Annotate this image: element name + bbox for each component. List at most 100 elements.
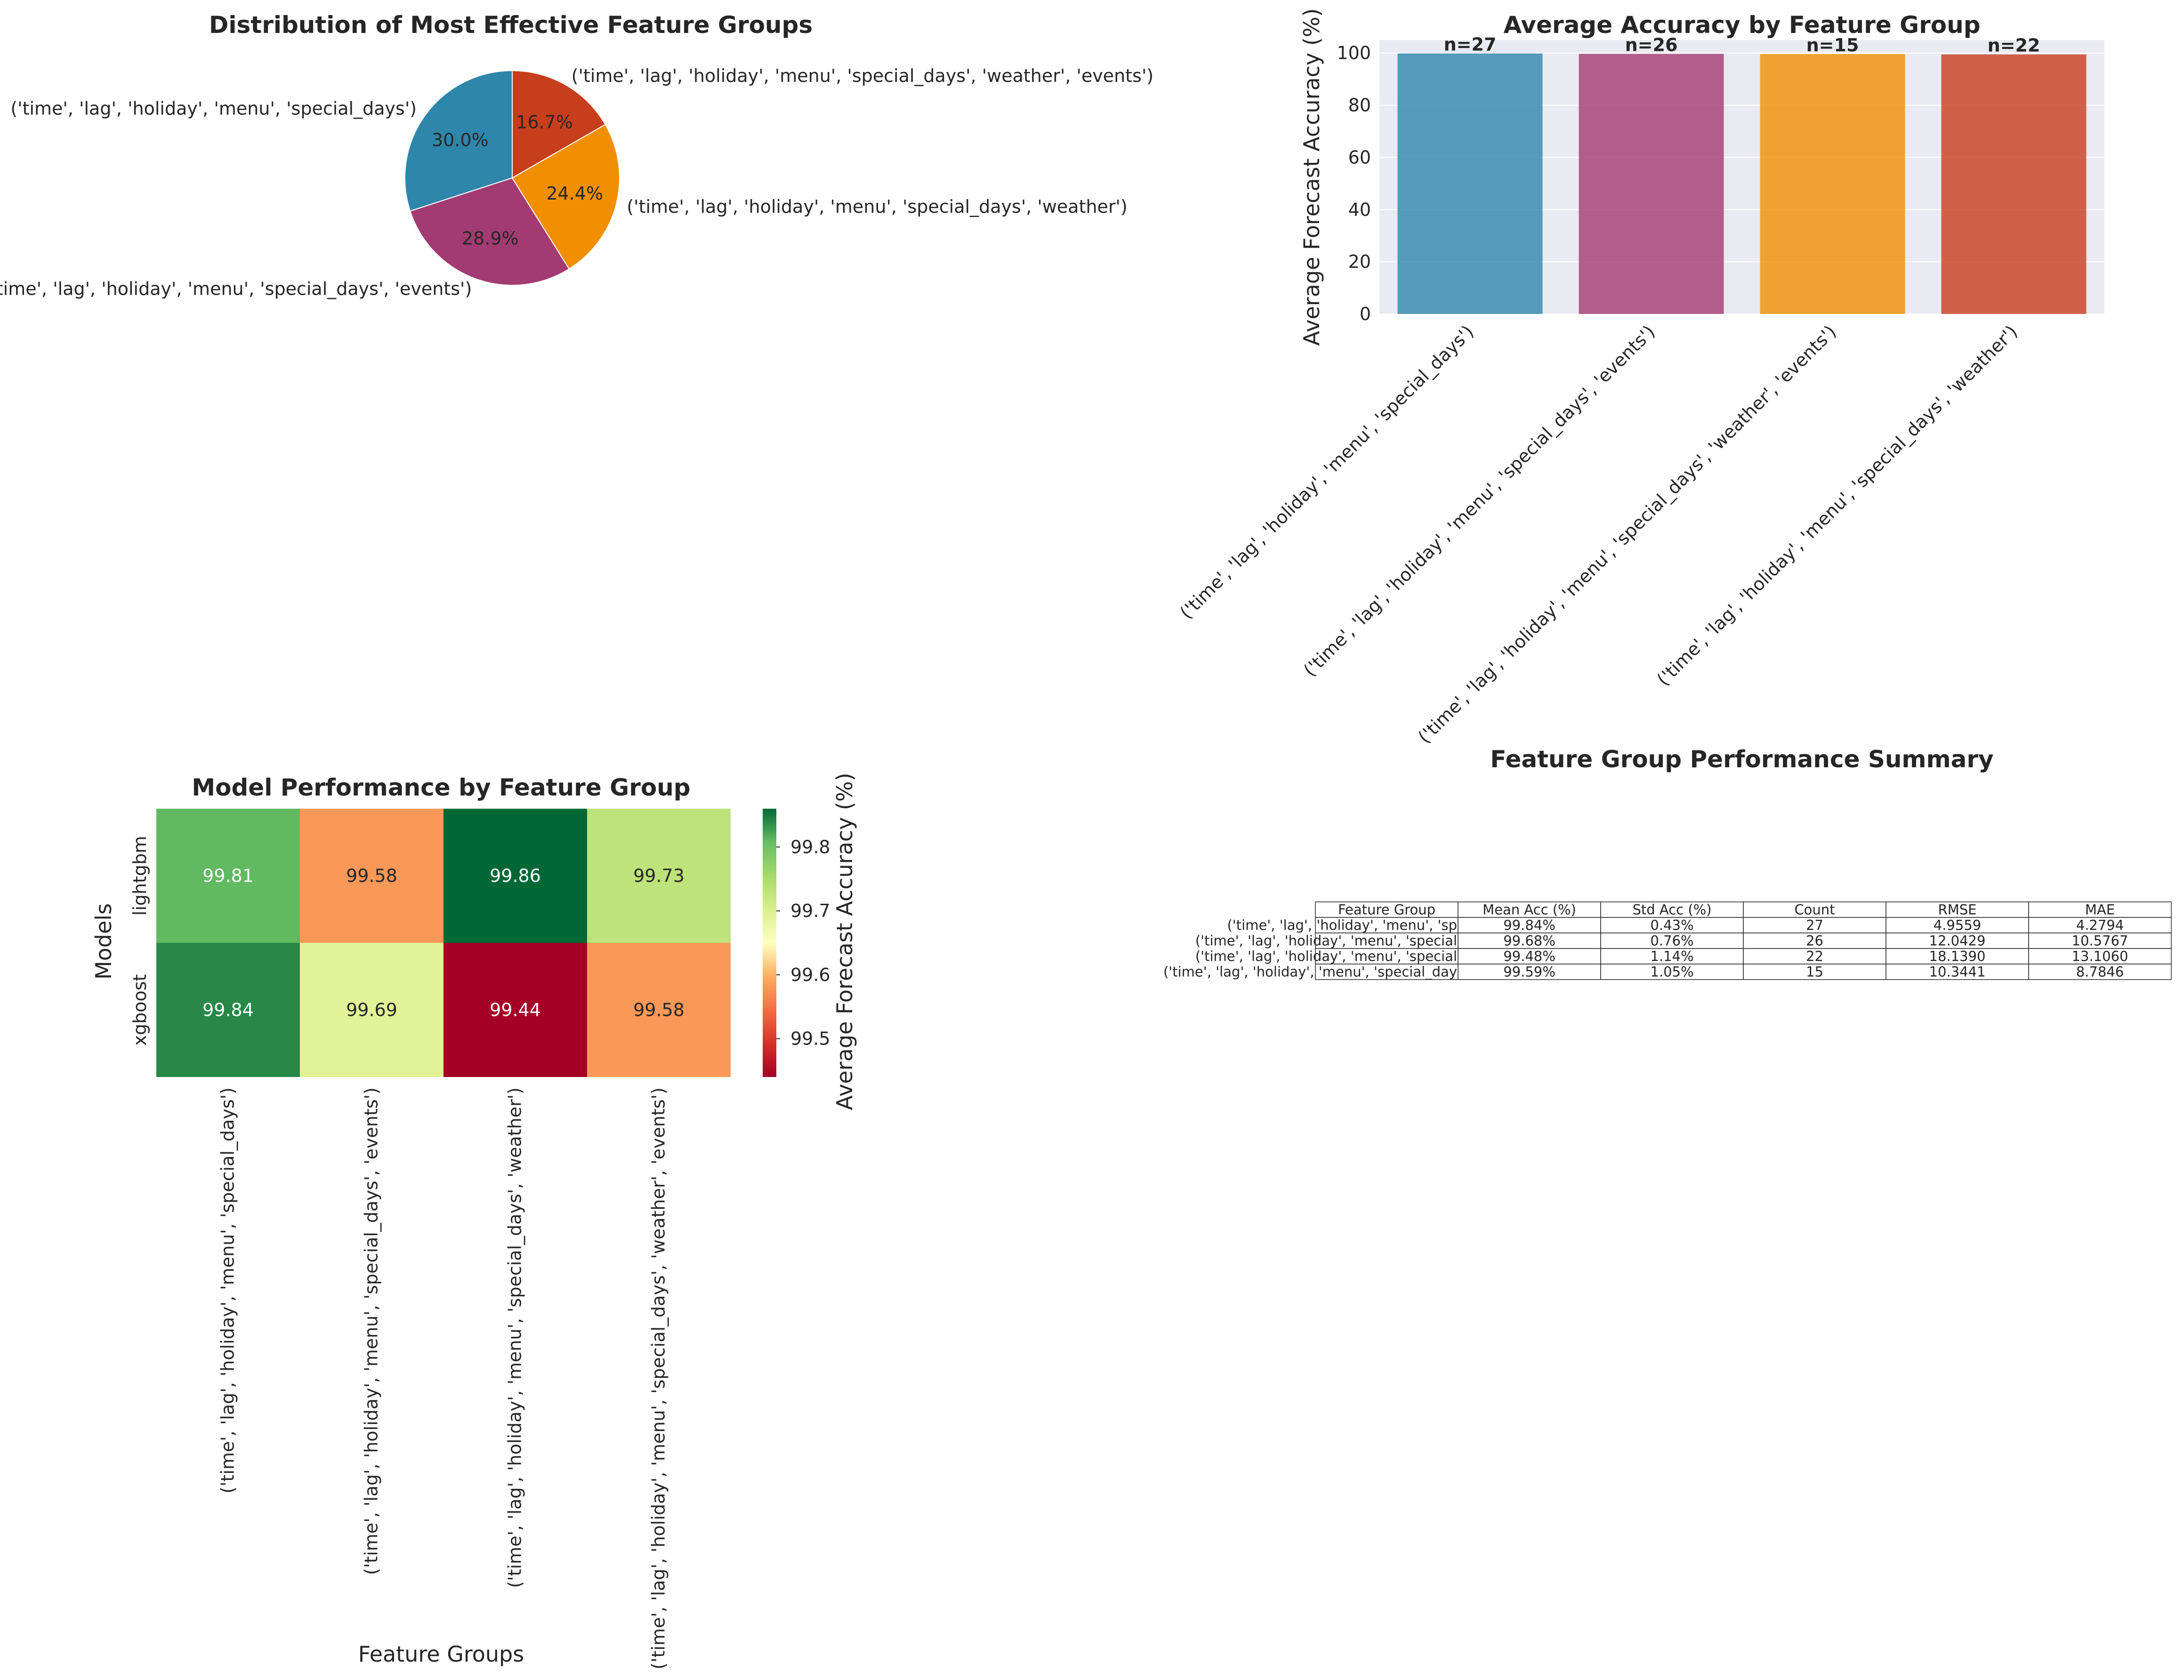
table-cell (2028, 901, 2172, 918)
bar-chart-panel: Average Accuracy by Feature Group 0 20 40 6… (1176, 8, 2104, 748)
table-cell (2028, 948, 2172, 965)
table-value: 13.1060 (2072, 949, 2128, 965)
bar-ytick-label: 20 (1348, 251, 1371, 272)
heatmap-col-label: ('time', 'lag', 'holiday', 'menu', 'spec… (361, 1087, 382, 1575)
heatmap-cell (587, 809, 731, 943)
table-cell (1458, 964, 1601, 980)
table-cell (1600, 932, 1744, 949)
bar-ytick-label: 40 (1348, 199, 1371, 220)
table-header: Count (1794, 902, 1835, 918)
table-panel: Feature Group Performance Summary Featur… (1163, 746, 2172, 980)
heatmap-col-label: ('time', 'lag', 'holiday', 'menu', 'spec… (648, 1087, 669, 1670)
pie-slice (409, 177, 570, 286)
table-row-label: ('time', 'lag', 'holiday', 'menu', 'spec… (1195, 949, 1457, 965)
table-cell (1743, 901, 1886, 918)
bar-xtick-label: ('time', 'lag', 'holiday', 'menu', 'spec… (1414, 321, 1840, 748)
pie-pct-label: 28.9% (462, 228, 519, 249)
heatmap-cell-label: 99.58 (633, 1000, 685, 1021)
colorbar-ticks: 99.5 99.6 99.7 99.8 (776, 836, 830, 1049)
table-value: 10.5767 (2072, 933, 2128, 949)
heatmap-title: Model Performance by Feature Group (192, 774, 690, 801)
pie-pct-label: 24.4% (546, 183, 603, 204)
heatmap-row-label: xgboost (129, 974, 150, 1046)
bar-xtick-label: ('time', 'lag', 'holiday', 'menu', 'spec… (1299, 321, 1659, 681)
table-cell (1886, 964, 2029, 980)
pie-category-label: ('time', 'lag', 'holiday', 'menu', 'spec… (0, 279, 472, 299)
table-cell (1886, 917, 2029, 933)
heatmap-cell (156, 943, 300, 1077)
table-cell (1886, 901, 2029, 918)
heatmap-cell-label: 99.81 (202, 866, 254, 886)
table-value: 18.1390 (1929, 949, 1986, 965)
colorbar-tick-label: 99.8 (790, 836, 830, 857)
bar-xtick-label: ('time', 'lag', 'holiday', 'menu', 'spec… (1653, 321, 2022, 690)
table-value: 99.59% (1503, 964, 1555, 980)
table-row-label: ('time', 'lag', 'holiday', 'menu', 'spec… (1163, 964, 1457, 980)
heatmap-cell (443, 809, 587, 943)
colorbar-tick-label: 99.6 (790, 965, 830, 985)
heatmap-col-label: ('time', 'lag', 'holiday', 'menu', 'spec… (218, 1087, 238, 1494)
pie-slice (404, 70, 513, 212)
heatmap-cell-label: 99.86 (490, 866, 541, 886)
table-cell (1600, 964, 1744, 980)
table-header: Feature Group (1338, 902, 1435, 918)
pie-category-label: ('time', 'lag', 'holiday', 'menu', 'spec… (10, 98, 417, 119)
pie-title: Distribution of Most Effective Feature G… (209, 11, 813, 39)
heatmap-content: 99.81 99.58 99.86 99.73 99.84 99.69 99.44 99.58… (129, 809, 731, 1670)
bar-count-label: n=27 (1444, 34, 1497, 55)
pie-chart-panel: Distribution of Most Effective Feature G… (0, 11, 1153, 299)
table-cell (1600, 901, 1744, 918)
bar (1760, 54, 1905, 314)
bar (1579, 54, 1724, 314)
table-cell (1315, 964, 1459, 980)
bar-ytick-label: 80 (1348, 95, 1371, 116)
heatmap-row-label: lightgbm (129, 836, 150, 916)
table-value: 99.68% (1503, 933, 1555, 949)
table-cell (1315, 917, 1459, 933)
table-value: 0.43% (1650, 917, 1693, 933)
table-cell (1315, 901, 1459, 918)
heatmap-cell-label: 99.84 (202, 1000, 254, 1021)
pie-pct-label: 16.7% (516, 112, 573, 133)
table-title: Feature Group Performance Summary (1490, 746, 1993, 773)
colorbar-label: Average Forecast Accuracy (%) (832, 772, 857, 1110)
bar-title: Average Accuracy by Feature Group (1503, 11, 1980, 39)
table-value: 8.7846 (2076, 964, 2124, 980)
table-value: 10.3441 (1929, 964, 1986, 980)
pie-slices: 30.0% ('time', 'lag', 'holiday', 'menu', … (0, 65, 1153, 299)
table-value: 0.76% (1650, 933, 1693, 949)
table-header: MAE (2085, 902, 2115, 918)
pie-category-label: ('time', 'lag', 'holiday', 'menu', 'spec… (627, 196, 1128, 217)
bar-xtick-label: ('time', 'lag', 'holiday', 'menu', 'spec… (1176, 321, 1478, 623)
bar-count-label: n=15 (1806, 35, 1859, 56)
table-cell (2028, 917, 2172, 933)
pie-slice (511, 124, 620, 270)
bar-ytick-label: 0 (1360, 304, 1371, 324)
table-value: 15 (1806, 964, 1823, 980)
summary-table: Feature Group Mean Acc (%) Std Acc (%) Coun… (1163, 901, 2172, 980)
pie-slice (512, 70, 606, 179)
table-value: 1.05% (1650, 964, 1693, 980)
colorbar-tick-label: 99.7 (790, 900, 830, 921)
heatmap-cell-label: 99.44 (490, 1000, 541, 1021)
table-value: 99.84% (1503, 917, 1555, 933)
table-value: 4.2794 (2076, 917, 2124, 933)
bar-count-label: n=22 (1988, 35, 2040, 56)
heatmap-cell-label: 99.58 (346, 866, 397, 886)
table-header: Std Acc (%) (1632, 902, 1711, 918)
table-value: 12.0429 (1929, 933, 1986, 949)
table-cell (2028, 964, 2172, 980)
heatmap-cell-label: 99.69 (346, 1000, 397, 1021)
table-value: 26 (1806, 933, 1823, 949)
heatmap-cell (300, 943, 443, 1077)
bar (1397, 53, 1543, 314)
heatmap-cell (587, 943, 731, 1077)
table-value: 99.48% (1503, 949, 1555, 965)
pie-category-label: ('time', 'lag', 'holiday', 'menu', 'spec… (572, 65, 1154, 86)
colorbar (763, 809, 776, 1077)
table-header: Mean Acc (%) (1483, 902, 1576, 918)
heatmap-cell (443, 943, 587, 1077)
bar-ytick-label: 100 (1337, 43, 1371, 64)
heatmap-xlabel: Feature Groups (358, 1641, 524, 1667)
